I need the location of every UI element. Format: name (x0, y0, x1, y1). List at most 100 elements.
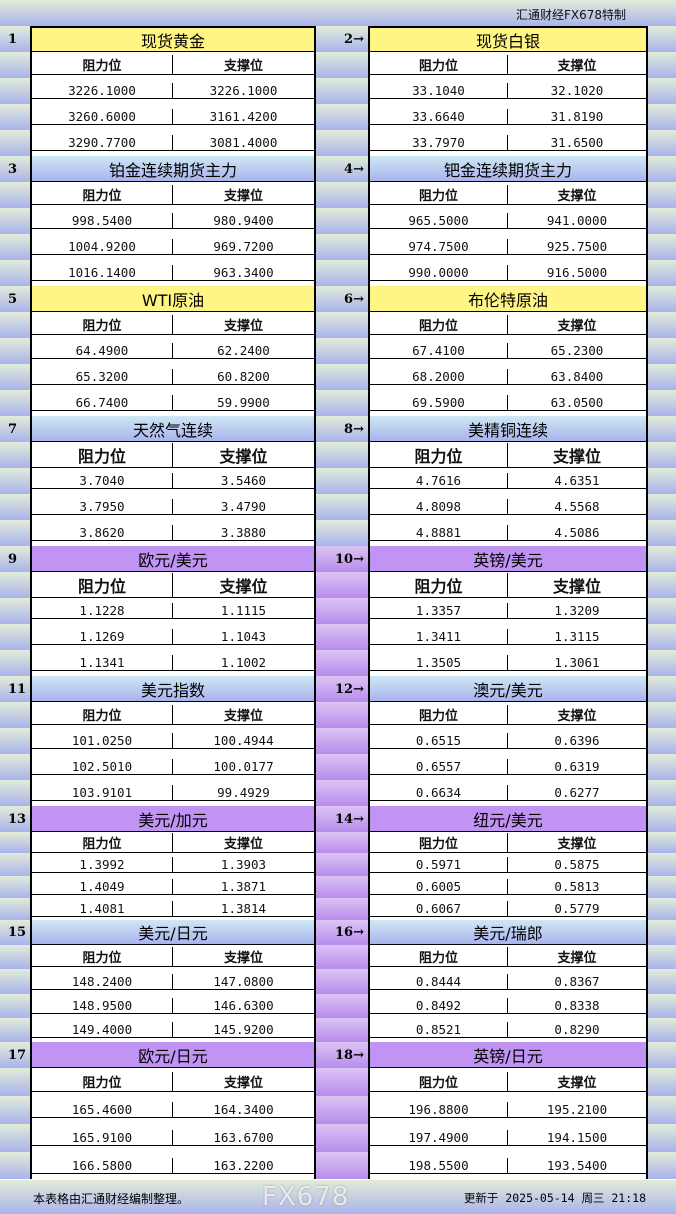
left-panel-cell: 1004.9200 969.7200 (30, 234, 316, 260)
right-strip (648, 390, 676, 416)
middle-strip (316, 898, 368, 920)
right-strip (648, 650, 676, 676)
table-row: 102.5010 100.0177 0.6557 0.6319 (0, 754, 676, 780)
support-header: 支撑位 (508, 705, 646, 725)
left-strip (0, 572, 30, 598)
right-strip (648, 546, 676, 572)
middle-strip (316, 876, 368, 898)
right-panel-cell: 0.8444 0.8367 (368, 969, 648, 994)
left-strip (0, 208, 30, 234)
left-strip (0, 364, 30, 390)
right-strip (648, 260, 676, 286)
support-header: 支撑位 (173, 443, 314, 468)
left-panel-cell: 102.5010 100.0177 (30, 754, 316, 780)
right-panel-cell: 67.4100 65.2300 (368, 338, 648, 364)
right-panel-cell: 197.4900 194.1500 (368, 1124, 648, 1152)
support-value: 1.1002 (173, 655, 314, 671)
right-panel-cell: 974.7500 925.7500 (368, 234, 648, 260)
support-value: 59.9900 (173, 395, 314, 411)
right-panel-cell: 4.8881 4.5086 (368, 520, 648, 546)
support-value: 100.0177 (173, 759, 314, 775)
section-title-row: 9 欧元/美元 10→ 英镑/美元 (0, 546, 676, 572)
right-strip (648, 1152, 676, 1179)
column-header-row: 阻力位 支撑位 阻力位 支撑位 (0, 1068, 676, 1096)
table-row: 65.3200 60.8200 68.2000 63.8400 (0, 364, 676, 390)
resistance-value: 102.5010 (32, 759, 173, 775)
right-strip (648, 156, 676, 182)
left-strip (0, 624, 30, 650)
right-panel-cell: 33.1040 32.1020 (368, 78, 648, 104)
support-value: 4.5086 (508, 525, 646, 541)
section-number: 3 (0, 156, 30, 182)
resistance-value: 1.3505 (370, 655, 508, 671)
support-value: 193.5400 (508, 1158, 646, 1174)
resistance-header: 阻力位 (370, 315, 508, 335)
right-panel-cell: 0.6515 0.6396 (368, 728, 648, 754)
left-panel-cell: 阻力位 支撑位 (30, 442, 316, 468)
left-strip (0, 702, 30, 728)
middle-strip (316, 182, 368, 208)
support-value: 969.7200 (173, 239, 314, 255)
resistance-value: 998.5400 (32, 213, 173, 229)
resistance-value: 198.5500 (370, 1157, 508, 1174)
right-panel-cell: 4.8098 4.5568 (368, 494, 648, 520)
support-value: 100.4944 (173, 733, 314, 749)
left-panel-cell: 阻力位 支撑位 (30, 945, 316, 969)
left-panel-cell: 3.7040 3.5460 (30, 468, 316, 494)
resistance-value: 166.5800 (32, 1157, 173, 1174)
middle-strip (316, 130, 368, 156)
right-panel-cell: 阻力位 支撑位 (368, 442, 648, 468)
resistance-value: 66.7400 (32, 395, 173, 411)
right-strip (648, 494, 676, 520)
resistance-value: 0.6515 (370, 733, 508, 749)
middle-strip (316, 208, 368, 234)
right-panel-cell: 33.7970 31.6500 (368, 130, 648, 156)
right-panel-cell: 965.5000 941.0000 (368, 208, 648, 234)
section-title-row: 15 美元/日元 16→ 美元/瑞郎 (0, 920, 676, 945)
right-strip (648, 780, 676, 806)
instrument-title: 铂金连续期货主力 (30, 156, 316, 182)
right-panel-cell: 0.5971 0.5875 (368, 853, 648, 876)
middle-strip (316, 442, 368, 468)
left-panel-cell: 阻力位 支撑位 (30, 182, 316, 208)
right-panel-cell: 阻力位 支撑位 (368, 832, 648, 853)
support-value: 1.3209 (508, 603, 646, 619)
resistance-header: 阻力位 (32, 55, 173, 75)
middle-strip (316, 853, 368, 876)
resistance-value: 69.5900 (370, 395, 508, 411)
middle-strip (316, 1018, 368, 1042)
middle-strip (316, 364, 368, 390)
support-header: 支撑位 (508, 833, 646, 853)
instrument-title: 美精铜连续 (368, 416, 648, 442)
right-panel-cell: 198.5500 193.5400 (368, 1152, 648, 1179)
left-strip (0, 442, 30, 468)
resistance-value: 67.4100 (370, 343, 508, 359)
left-strip (0, 994, 30, 1018)
right-panel-cell: 4.7616 4.6351 (368, 468, 648, 494)
section-number: 18→ (316, 1042, 368, 1068)
resistance-value: 990.0000 (370, 265, 508, 281)
left-panel-cell: 3.8620 3.3880 (30, 520, 316, 546)
section-number: 11 (0, 676, 30, 702)
left-panel-cell: 1016.1400 963.3400 (30, 260, 316, 286)
right-strip (648, 1096, 676, 1124)
resistance-value: 3290.7700 (32, 135, 173, 151)
support-value: 1.3814 (173, 901, 314, 917)
table-row: 3.7950 3.4790 4.8098 4.5568 (0, 494, 676, 520)
middle-strip (316, 945, 368, 969)
resistance-value: 0.6005 (370, 879, 508, 895)
right-strip (648, 728, 676, 754)
left-strip (0, 969, 30, 994)
right-panel-cell: 33.6640 31.8190 (368, 104, 648, 130)
left-panel-cell: 1.1228 1.1115 (30, 598, 316, 624)
resistance-value: 1.3411 (370, 629, 508, 645)
instrument-title: WTI原油 (30, 286, 316, 312)
middle-strip (316, 312, 368, 338)
right-panel-cell: 0.6067 0.5779 (368, 898, 648, 920)
section-number: 1 (0, 26, 30, 52)
support-value: 194.1500 (508, 1130, 646, 1146)
table-row: 165.9100 163.6700 197.4900 194.1500 (0, 1124, 676, 1152)
support-value: 3.5460 (173, 473, 314, 489)
resistance-value: 3.7040 (32, 473, 173, 489)
support-value: 1.3903 (173, 857, 314, 873)
